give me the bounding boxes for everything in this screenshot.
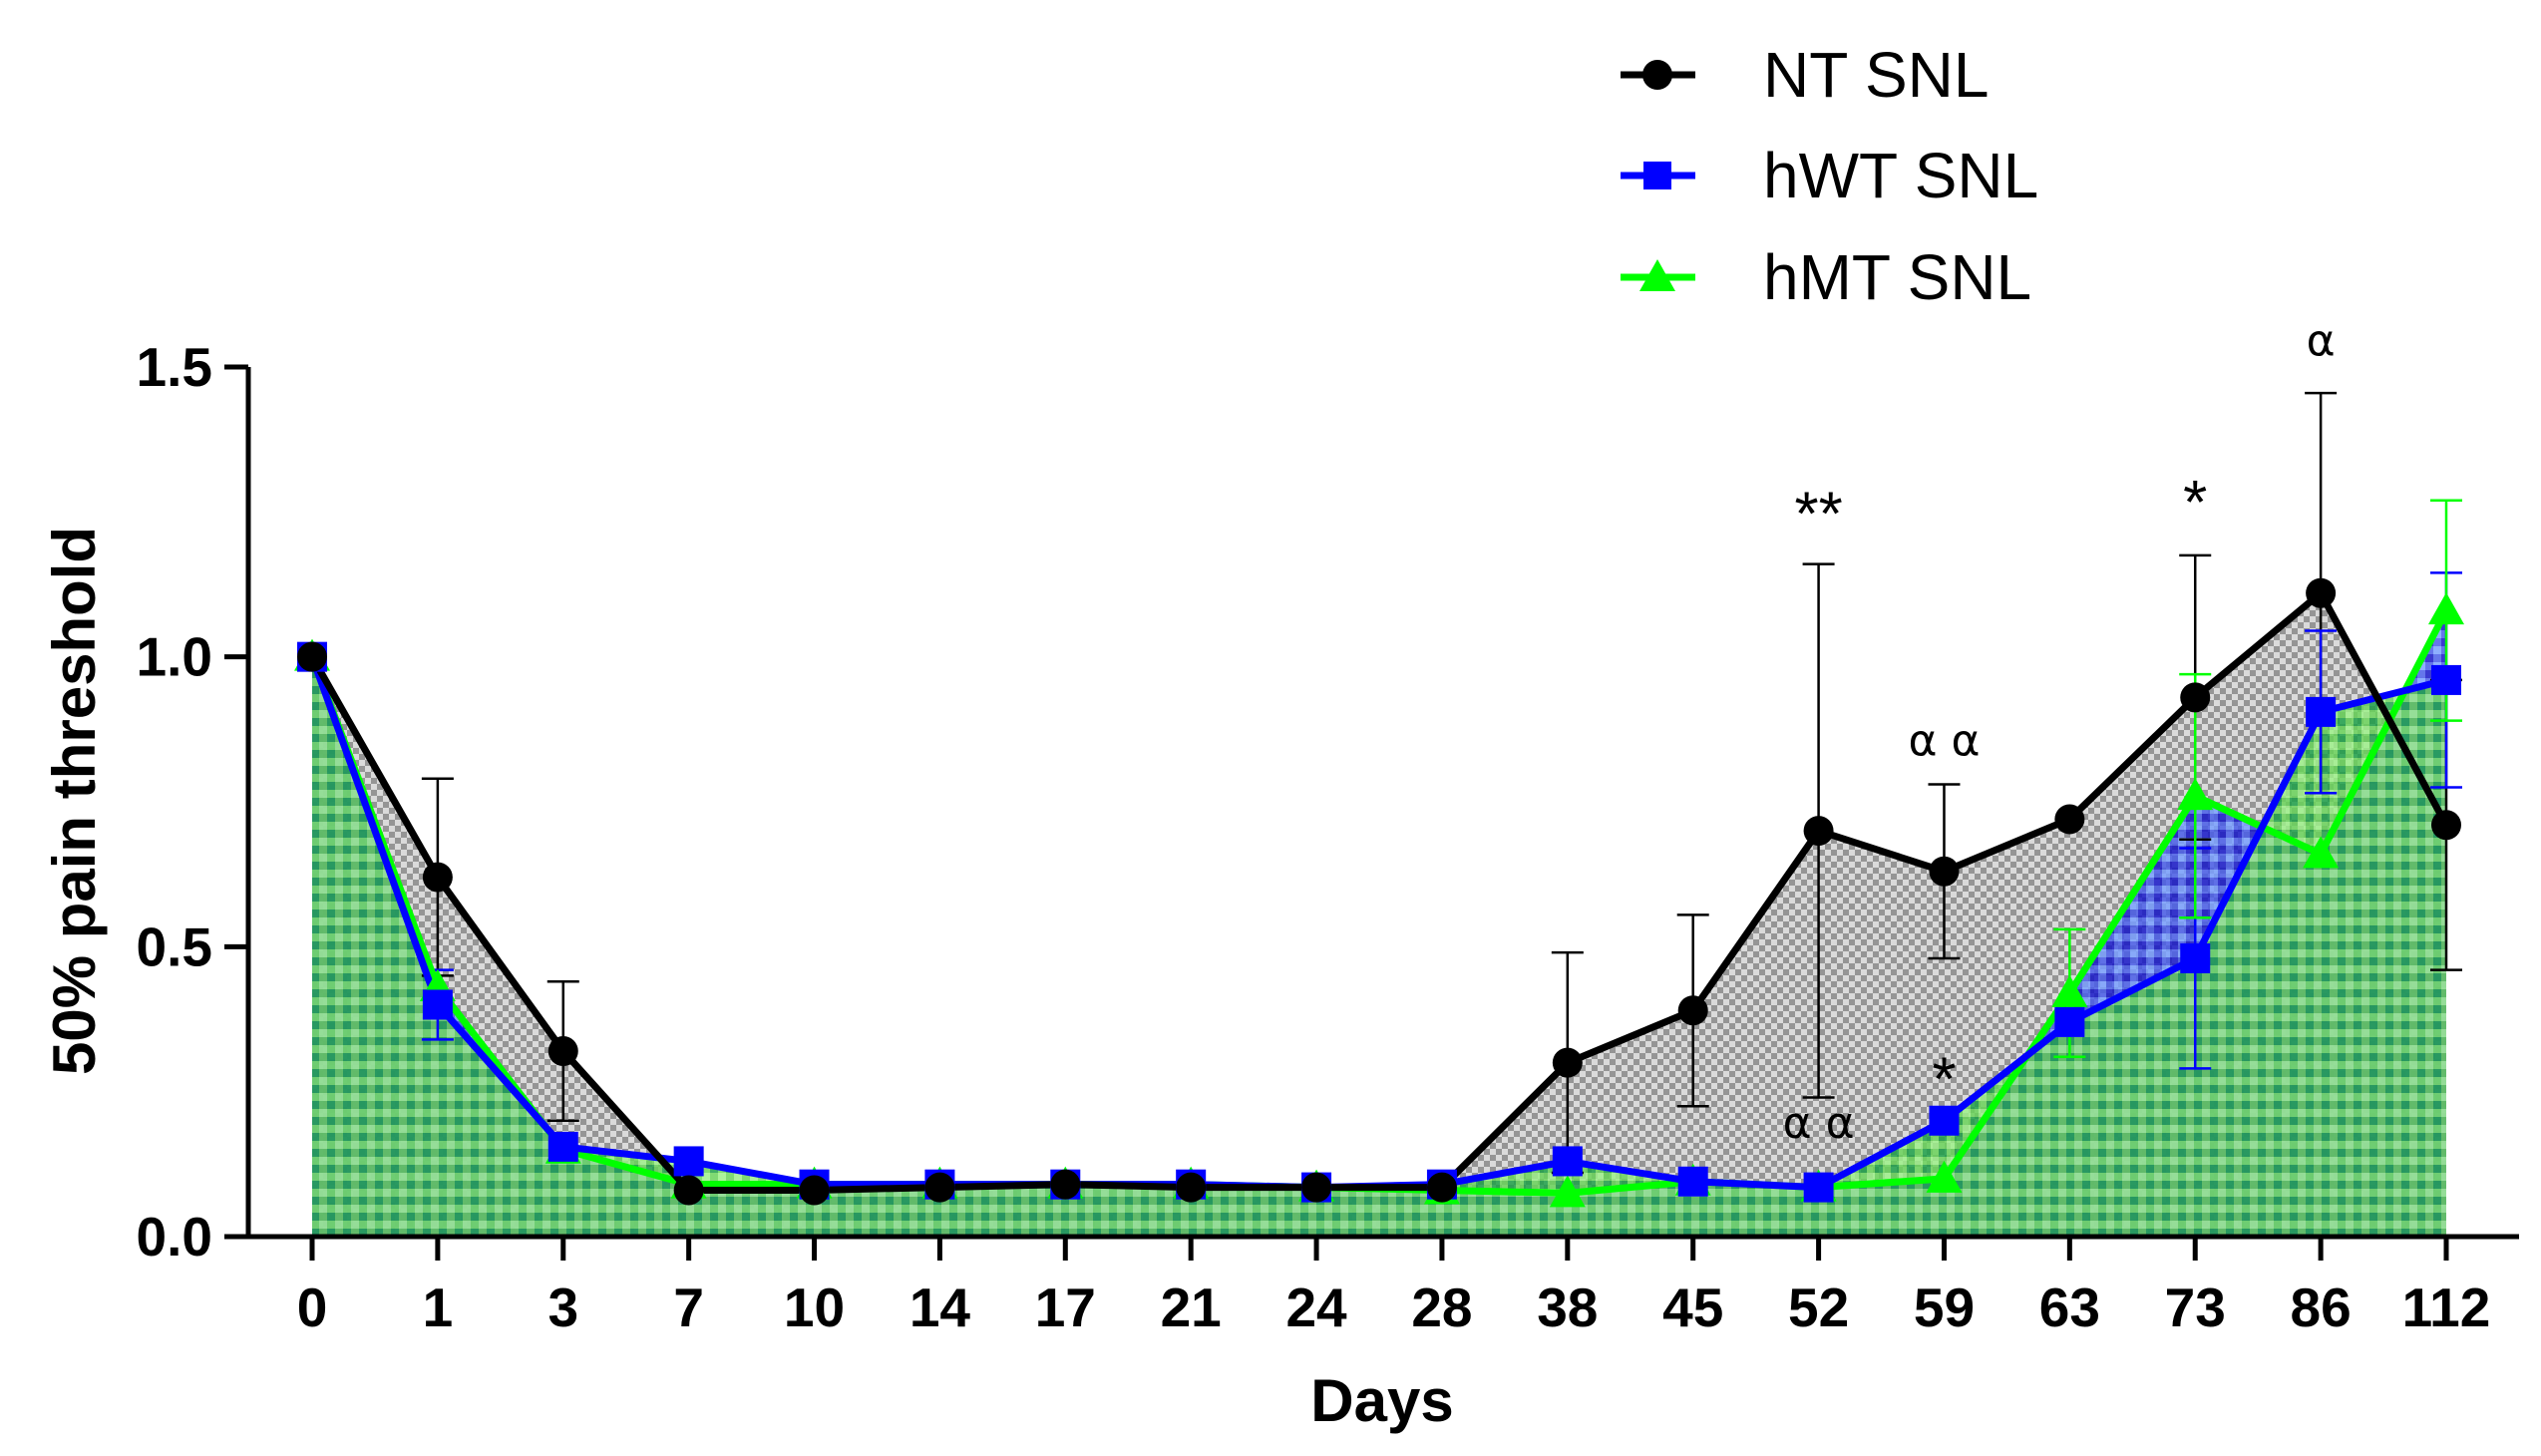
data-point-nt-snl <box>2054 804 2085 835</box>
data-point-nt-snl <box>1803 816 1834 847</box>
data-point-nt-snl <box>1426 1172 1457 1203</box>
data-point-hmt-snl <box>2177 778 2214 811</box>
data-point-nt-snl <box>673 1175 704 1206</box>
y-tick-label: 1.0 <box>137 626 212 688</box>
area-fill-nt-snl <box>312 592 2446 1237</box>
area-fill-hwt-snl <box>312 656 2446 1237</box>
legend-item-hmt-snl: hMT SNL <box>1621 241 2031 313</box>
x-tick-label: 24 <box>1285 1276 1347 1338</box>
data-point-hwt-snl <box>1552 1146 1583 1177</box>
data-point-nt-snl <box>2306 577 2337 608</box>
data-point-hmt-snl <box>2303 836 2340 869</box>
legend-circle-marker-icon <box>1642 60 1672 90</box>
legend-triangle-marker-icon <box>1639 259 1675 291</box>
data-point-nt-snl <box>1677 995 1708 1026</box>
significance-star-label: * <box>1932 1045 1956 1114</box>
area-fills <box>312 592 2446 1237</box>
data-point-nt-snl <box>297 641 327 672</box>
data-point-nt-snl <box>1050 1169 1081 1200</box>
legend-square-marker-icon <box>1643 162 1671 189</box>
x-tick-label: 45 <box>1662 1276 1723 1338</box>
series-markers <box>294 577 2464 1208</box>
data-point-hwt-snl <box>1677 1166 1708 1197</box>
data-point-hwt-snl <box>2431 664 2461 695</box>
data-point-nt-snl <box>2431 810 2461 841</box>
x-tick-label: 1 <box>423 1276 454 1338</box>
x-tick-label: 14 <box>909 1276 971 1338</box>
data-point-hwt-snl <box>2180 942 2211 973</box>
annotations: ** **α αα αα <box>1783 315 2336 1149</box>
series-lines <box>308 589 2450 1197</box>
x-tick-label: 28 <box>1411 1276 1472 1338</box>
x-tick-label: 52 <box>1788 1276 1849 1338</box>
data-point-hmt-snl <box>2428 592 2464 625</box>
y-ticks: 0.0 0.5 1.0 1.5 <box>137 336 248 1268</box>
axes <box>245 367 2519 1240</box>
data-point-hwt-snl <box>673 1146 704 1177</box>
x-tick-label: 86 <box>2291 1276 2352 1338</box>
data-point-nt-snl <box>422 862 453 893</box>
data-point-hwt-snl <box>422 989 453 1020</box>
legend-item-nt-snl: NT SNL <box>1621 39 1989 111</box>
data-point-nt-snl <box>1176 1172 1207 1203</box>
legend: NT SNL hWT SNL hMT SNL <box>1621 39 2038 313</box>
x-tick-label: 3 <box>547 1276 578 1338</box>
data-point-nt-snl <box>1929 856 1960 887</box>
data-point-nt-snl <box>1301 1172 1332 1203</box>
x-ticks: 0 1 3 7 10 14 17 21 24 28 38 45 52 59 63 73 86 112 <box>297 1237 2491 1338</box>
x-tick-label: 59 <box>1914 1276 1975 1338</box>
data-point-nt-snl <box>799 1175 830 1206</box>
x-tick-label: 21 <box>1161 1276 1222 1338</box>
legend-label-hmt-snl: hMT SNL <box>1763 241 2031 313</box>
significance-alpha-label: α α <box>1783 1098 1855 1149</box>
data-point-hwt-snl <box>1803 1172 1834 1203</box>
data-point-nt-snl <box>547 1035 578 1066</box>
data-point-nt-snl <box>2180 682 2211 713</box>
data-point-hwt-snl <box>2306 696 2337 727</box>
data-point-hmt-snl <box>1549 1175 1586 1208</box>
series-line-nt-snl <box>308 589 2450 1194</box>
x-tick-label: 0 <box>297 1276 328 1338</box>
y-tick-label: 0.0 <box>137 1206 212 1268</box>
x-tick-label: 10 <box>784 1276 845 1338</box>
data-point-hwt-snl <box>547 1131 578 1162</box>
legend-label-hwt-snl: hWT SNL <box>1763 140 2038 211</box>
x-tick-label: 112 <box>2402 1276 2491 1338</box>
y-axis-title: 50% pain threshold <box>41 527 108 1075</box>
x-tick-label: 73 <box>2165 1276 2226 1338</box>
x-axis-title: Days <box>1310 1367 1453 1434</box>
data-point-hwt-snl <box>2054 1006 2085 1037</box>
significance-star-label: * <box>2183 469 2207 538</box>
significance-alpha-label: α α <box>1908 715 1980 766</box>
x-tick-label: 38 <box>1537 1276 1598 1338</box>
y-tick-label: 0.5 <box>137 915 212 977</box>
data-point-hmt-snl <box>1926 1160 1963 1193</box>
data-point-nt-snl <box>924 1172 955 1203</box>
x-tick-label: 7 <box>673 1276 704 1338</box>
y-tick-label: 1.5 <box>137 336 212 398</box>
data-point-hwt-snl <box>1929 1105 1960 1136</box>
significance-alpha-label: α <box>2307 315 2336 366</box>
data-point-nt-snl <box>1552 1047 1583 1078</box>
legend-label-nt-snl: NT SNL <box>1763 39 1989 111</box>
x-tick-label: 63 <box>2039 1276 2100 1338</box>
x-tick-label: 17 <box>1035 1276 1096 1338</box>
data-point-hmt-snl <box>2051 974 2088 1007</box>
legend-item-hwt-snl: hWT SNL <box>1621 140 2038 211</box>
significance-star-label: ** <box>1794 481 1842 549</box>
